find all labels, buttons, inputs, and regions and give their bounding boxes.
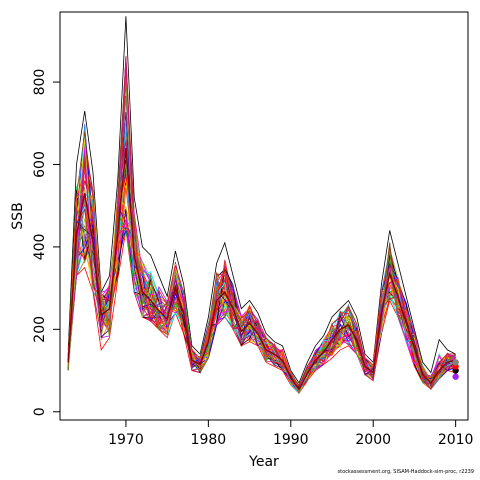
y-tick-label: 800 bbox=[32, 69, 48, 96]
plot-frame bbox=[59, 11, 469, 421]
ssb-series-line bbox=[67, 56, 456, 389]
y-axis-label: SSB bbox=[10, 202, 26, 229]
y-tick-label: 200 bbox=[32, 316, 48, 343]
y-tick-label: 0 bbox=[32, 407, 48, 416]
final-points bbox=[452, 359, 459, 380]
y-tick-label: 400 bbox=[32, 234, 48, 261]
x-axis: 1970 1980 1990 2000 2010 bbox=[108, 420, 473, 448]
ssb-series-line bbox=[67, 67, 456, 390]
x-tick-label: 2010 bbox=[438, 432, 474, 448]
source-footnote: stockassessment.org, SISAM-Haddock-sim-p… bbox=[337, 469, 474, 475]
x-tick-label: 2000 bbox=[355, 432, 391, 448]
ssb-series-line bbox=[67, 168, 456, 386]
ssb-series-line bbox=[67, 16, 456, 384]
x-tick-label: 1980 bbox=[191, 432, 227, 448]
x-tick-label: 1970 bbox=[108, 432, 144, 448]
x-tick-label: 1990 bbox=[273, 432, 309, 448]
series-lines bbox=[67, 16, 456, 395]
ssb-series-line bbox=[67, 163, 456, 394]
final-year-point bbox=[452, 373, 459, 380]
y-tick-label: 600 bbox=[32, 151, 48, 178]
final-year-point bbox=[452, 359, 459, 366]
y-axis: 0 200 400 600 800 bbox=[32, 69, 60, 416]
x-axis-label: Year bbox=[248, 454, 279, 470]
ssb-central-line bbox=[67, 147, 456, 391]
